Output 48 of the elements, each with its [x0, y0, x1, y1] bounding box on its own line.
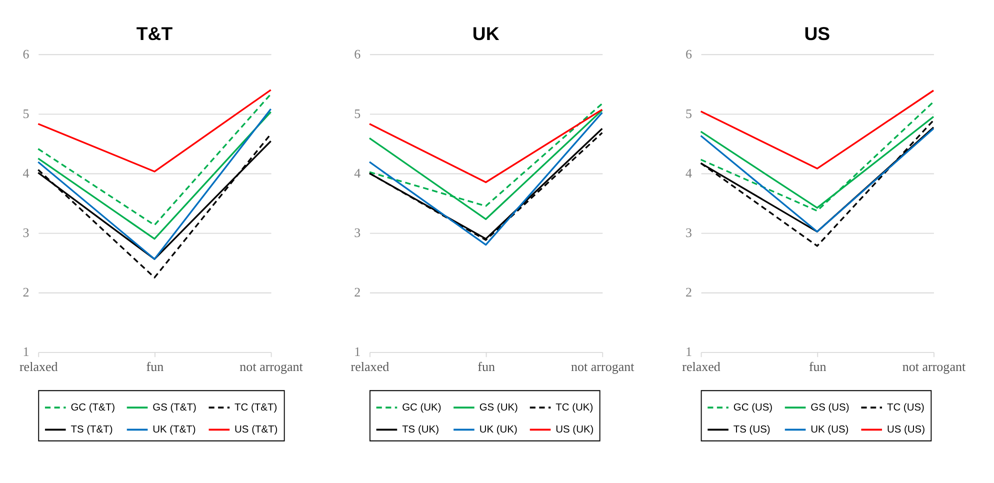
legend-label: US (UK): [556, 424, 594, 436]
x-tick-label: not arrogant: [240, 359, 304, 374]
y-tick-label: 2: [685, 284, 692, 300]
y-tick-label: 3: [685, 225, 692, 240]
legend-label: GC (T&T): [70, 402, 116, 414]
legend-label: TS (T&T): [70, 424, 113, 436]
y-tick-label: 3: [22, 225, 30, 240]
legend-label: TC (US): [886, 402, 924, 414]
y-tick-label: 1: [685, 344, 692, 360]
legend-label: TS (UK): [402, 424, 439, 436]
legend-label: US (US): [886, 424, 926, 436]
legend-label: GS (US): [810, 402, 850, 414]
y-tick-label: 5: [685, 106, 692, 121]
legend-label: UK (US): [810, 424, 849, 436]
y-tick-label: 6: [354, 46, 362, 62]
legend-label: GC (UK): [402, 402, 442, 414]
x-tick-label: relaxed: [19, 359, 58, 374]
x-tick-label: not arrogant: [571, 359, 635, 374]
legend-label: GS (UK): [479, 402, 518, 414]
x-tick-label: fun: [808, 359, 827, 374]
y-tick-label: 4: [22, 165, 30, 180]
legend-label: GS (T&T): [152, 402, 196, 414]
legend-label: UK (T&T): [152, 424, 196, 436]
y-tick-label: 1: [22, 344, 30, 360]
legend-label: US (T&T): [234, 424, 278, 436]
y-tick-label: 5: [354, 106, 361, 121]
x-tick-label: fun: [478, 359, 496, 374]
legend-label: TC (UK): [556, 402, 594, 414]
x-tick-label: relaxed: [350, 359, 390, 374]
legend-label: GC (US): [733, 402, 773, 414]
y-tick-label: 4: [354, 165, 362, 180]
y-tick-label: 2: [22, 284, 30, 300]
legend-label: TS (US): [733, 424, 770, 436]
y-tick-label: 6: [22, 46, 30, 62]
chart-title: US: [804, 23, 830, 44]
y-tick-label: 1: [354, 344, 361, 360]
y-tick-label: 6: [685, 46, 692, 62]
legend-label: UK (UK): [479, 424, 518, 436]
legend-label: TC (T&T): [234, 402, 278, 414]
x-tick-label: not arrogant: [902, 359, 966, 374]
y-tick-label: 3: [354, 225, 361, 240]
y-tick-label: 2: [354, 284, 361, 300]
x-tick-label: fun: [146, 359, 164, 374]
x-tick-label: relaxed: [682, 359, 721, 374]
y-tick-label: 4: [685, 165, 692, 180]
chart-title: UK: [472, 23, 500, 44]
chart-title: T&T: [136, 23, 174, 44]
y-tick-label: 5: [22, 106, 30, 121]
